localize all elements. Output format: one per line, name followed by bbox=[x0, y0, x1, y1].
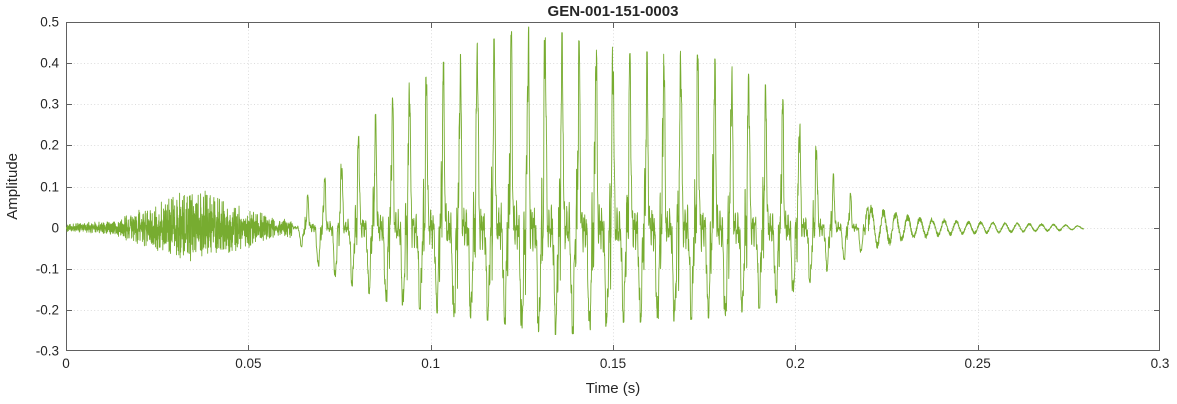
x-tick-label: 0.1 bbox=[421, 356, 441, 371]
y-tick-label: 0.4 bbox=[40, 55, 59, 71]
y-tick-label: -0.1 bbox=[35, 261, 59, 277]
x-tick-label: 0.2 bbox=[785, 356, 805, 371]
waveform-plot-canvas bbox=[66, 22, 1160, 351]
x-tick-label: 0 bbox=[62, 356, 70, 371]
chart-title: GEN-001-151-0003 bbox=[547, 3, 679, 20]
y-tick-label: -0.2 bbox=[35, 302, 59, 318]
x-tick-label: 0.3 bbox=[1150, 356, 1170, 371]
y-tick-label: 0.5 bbox=[40, 14, 59, 30]
y-tick-label: -0.3 bbox=[35, 343, 59, 359]
y-tick-label: 0 bbox=[51, 220, 59, 236]
y-tick-label: 0.2 bbox=[40, 137, 59, 153]
x-tick-label: 0.05 bbox=[235, 356, 262, 371]
y-tick-label: 0.3 bbox=[40, 96, 59, 112]
y-tick-label: 0.1 bbox=[40, 179, 59, 194]
x-tick-label: 0.25 bbox=[964, 356, 991, 371]
x-tick-label: 0.15 bbox=[599, 356, 627, 371]
x-axis-label: Time (s) bbox=[585, 380, 641, 397]
